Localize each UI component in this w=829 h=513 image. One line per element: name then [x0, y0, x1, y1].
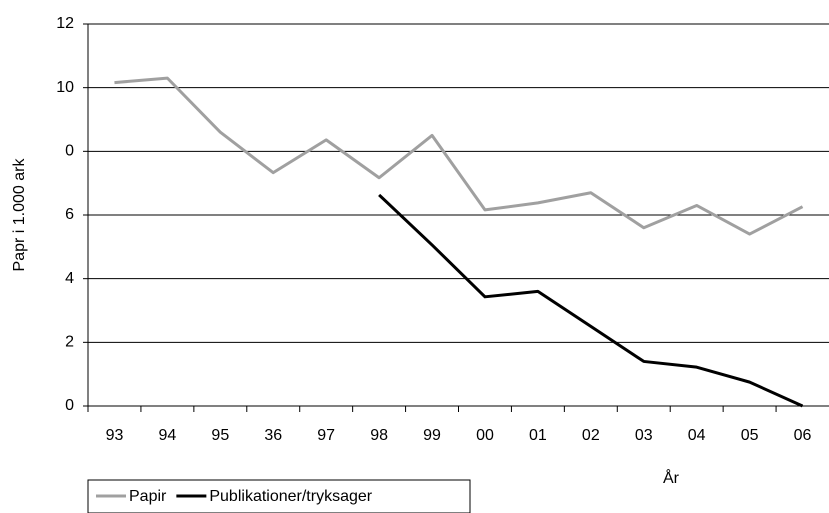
x-tick-label: 03 [635, 427, 653, 444]
y-tick-label: 12 [56, 15, 74, 32]
y-tick-label: 0 [65, 143, 74, 160]
y-tick-label: 0 [65, 397, 74, 414]
x-tick-label: 02 [582, 427, 600, 444]
x-tick-label: 98 [370, 427, 388, 444]
x-tick-label: 05 [741, 427, 759, 444]
x-tick-label: 00 [476, 427, 494, 444]
legend-box [87, 479, 471, 513]
x-axis-label: År [663, 468, 680, 487]
legend-label: Papir [129, 488, 167, 505]
x-tick-label: 99 [423, 427, 441, 444]
x-tick-label: 94 [158, 427, 176, 444]
y-axis-label: Papr i 1.000 ark [11, 158, 28, 272]
x-tick-label: 01 [529, 427, 547, 444]
x-tick-label: 04 [688, 427, 706, 444]
series-line [378, 193, 804, 408]
x-tick-label: 93 [106, 427, 124, 444]
x-tick-label: 97 [317, 427, 335, 444]
series-line [114, 76, 804, 236]
x-tick-label: 36 [264, 427, 282, 444]
x-tick-label: 95 [211, 427, 229, 444]
y-tick-label: 6 [65, 206, 74, 223]
y-tick-label: 4 [65, 270, 74, 287]
legend-label: Publikationer/tryksager [209, 488, 372, 505]
y-tick-label: 2 [65, 334, 74, 351]
x-tick-label: 06 [794, 427, 812, 444]
y-tick-label: 10 [56, 79, 74, 96]
